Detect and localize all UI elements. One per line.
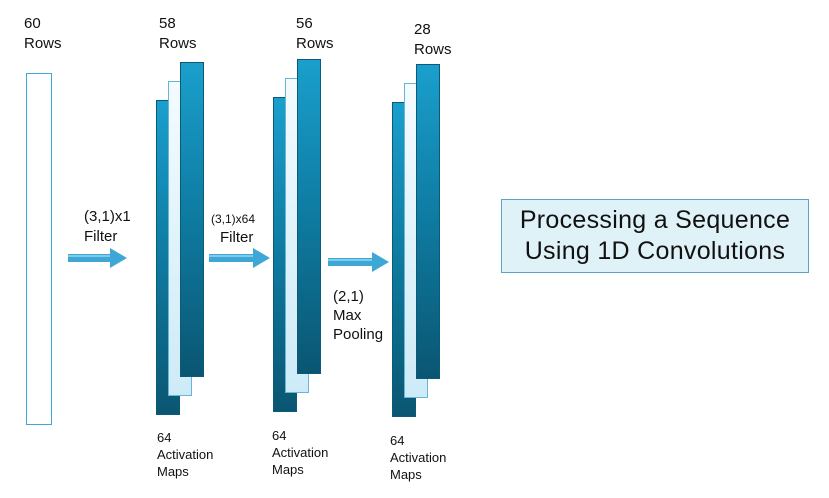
stage2-rows-unit: Rows <box>296 35 334 52</box>
stage1-rows-unit: Rows <box>159 35 197 52</box>
stage3-maps-word1: Activation <box>390 450 447 465</box>
arrow-right-icon <box>328 252 389 272</box>
op3-pool-label-2: Pooling <box>333 326 384 343</box>
stage2-maps-count: 64 <box>272 428 287 443</box>
stage3-rows-count: 28 <box>414 21 431 38</box>
stage3-activation-map-front <box>416 64 440 379</box>
stage2-maps-word2: Maps <box>272 462 304 477</box>
stage3-maps-count: 64 <box>390 433 405 448</box>
diagram-title-line-1: Processing a Sequence <box>519 206 791 234</box>
op3-pool-size: (2,1) <box>333 288 364 305</box>
stage1-maps-word2: Maps <box>157 464 189 479</box>
stage3-maps-word2: Maps <box>390 467 422 482</box>
arrow-right-icon <box>68 248 127 268</box>
diagram-title-line-2: Using 1D Convolutions <box>524 237 786 265</box>
stage1-activation-map-front <box>180 62 204 377</box>
input-rows-count: 60 <box>24 15 41 32</box>
input-sequence-bar <box>26 73 52 425</box>
stage1-maps-count: 64 <box>157 430 172 445</box>
input-rows-unit: Rows <box>24 35 62 52</box>
arrow-right-icon <box>209 248 270 268</box>
op1-filter-size: (3,1)x1 <box>84 208 131 225</box>
stage2-activation-map-front <box>297 59 321 374</box>
diagram-title-box: Processing a Sequence Using 1D Convoluti… <box>501 199 809 273</box>
stage1-maps-word1: Activation <box>157 447 214 462</box>
op1-filter-label: Filter <box>84 228 118 245</box>
stage2-maps-word1: Activation <box>272 445 329 460</box>
op2-filter-size: (3,1)x64 <box>211 212 256 226</box>
op3-pool-label-1: Max <box>333 307 362 324</box>
stage1-rows-count: 58 <box>159 15 176 32</box>
op2-filter-label: Filter <box>220 229 254 246</box>
stage3-rows-unit: Rows <box>414 41 452 58</box>
stage2-rows-count: 56 <box>296 15 313 32</box>
